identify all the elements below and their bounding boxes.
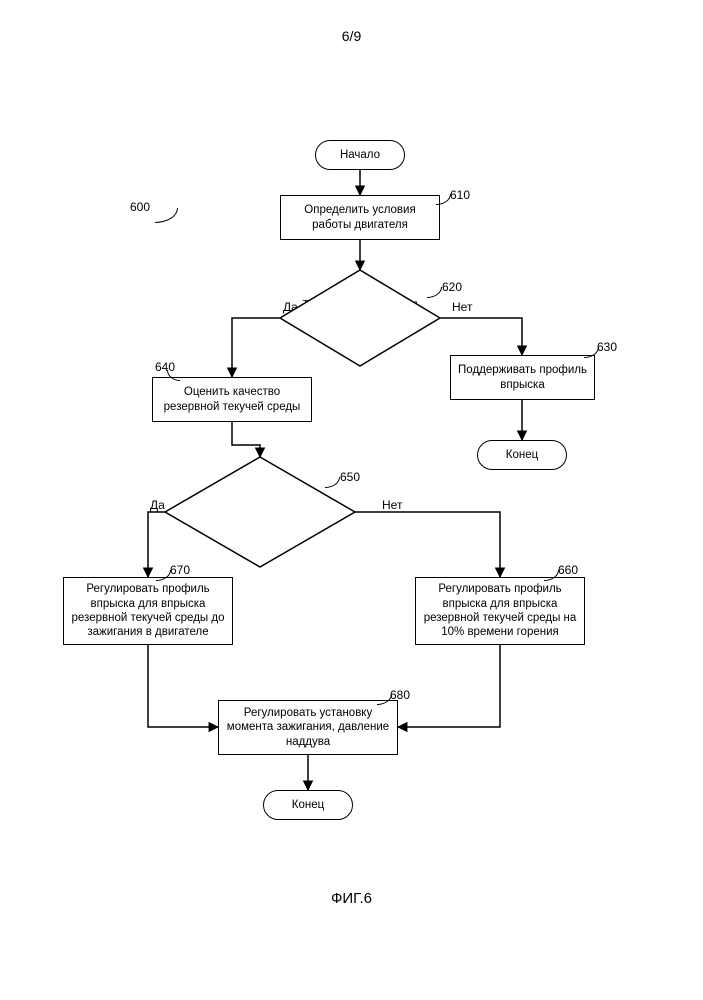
terminator-end-2: Конец: [263, 790, 353, 820]
terminator-end-1: Конец: [477, 440, 567, 470]
ref-610: 610: [450, 188, 470, 202]
ref-680: 680: [390, 688, 410, 702]
decision-620-text: Температура двигателя > порогового значе…: [300, 298, 420, 323]
ref-650-arc: [325, 477, 340, 488]
process-660: Регулировать профиль впрыска для впрыска…: [415, 577, 585, 645]
label-620-yes: Да: [283, 300, 298, 314]
label-620-no: Нет: [452, 300, 472, 314]
flow-id-arc: [155, 208, 178, 223]
ref-620: 620: [442, 280, 462, 294]
ref-650: 650: [340, 470, 360, 484]
ref-660: 660: [558, 563, 578, 577]
process-610: Определить условия работы двигателя: [280, 195, 440, 240]
terminator-start: Начало: [315, 140, 405, 170]
ref-620-arc: [427, 287, 442, 298]
process-680: Регулировать установку момента зажигания…: [218, 700, 398, 755]
page-number: 6/9: [0, 28, 703, 44]
ref-630-arc: [584, 347, 599, 358]
label-650-yes: Да: [150, 498, 165, 512]
process-640: Оценить качество резервной текучей среды: [152, 377, 312, 422]
flow-id-label: 600: [130, 200, 150, 214]
decision-650-text: Воспламеняемость резервной текучей среды…: [189, 490, 334, 528]
ref-630: 630: [597, 340, 617, 354]
process-670: Регулировать профиль впрыска для впрыска…: [63, 577, 233, 645]
ref-670: 670: [170, 563, 190, 577]
ref-610-arc: [436, 194, 451, 205]
figure-caption: ФИГ.6: [0, 890, 703, 907]
process-630: Поддерживать профиль впрыска: [450, 355, 595, 400]
flowchart-canvas: 6/9 600 Начало Определить условия работы…: [0, 0, 703, 1000]
label-650-no: Нет: [382, 498, 402, 512]
